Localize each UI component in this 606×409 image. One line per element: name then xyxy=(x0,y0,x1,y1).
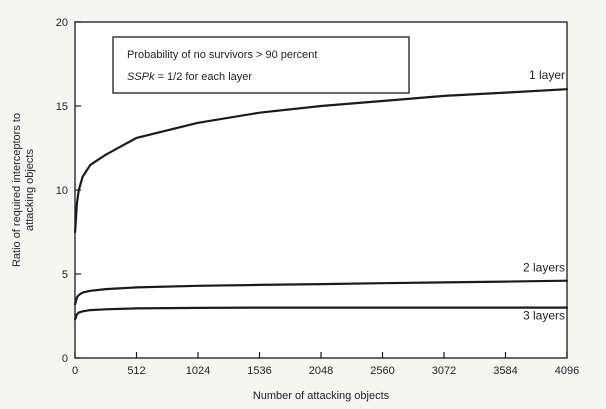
x-tick-label: 2560 xyxy=(370,365,394,377)
y-axis-title-line: Ratio of required interceptors to xyxy=(11,113,23,267)
y-axis-title: Ratio of required interceptors toattacki… xyxy=(11,113,36,267)
series-line xyxy=(73,88,569,234)
x-tick-label: 0 xyxy=(72,365,78,377)
annotation-box: Probability of no survivors > 90 percent… xyxy=(112,36,410,94)
series-label: 2 layers xyxy=(523,261,565,275)
ticks-layer: 0 512 1024 1536 2048 2560 3072 3584 4096 0 5 10 15 20 xyxy=(56,17,579,377)
y-tick-label: 0 xyxy=(62,353,68,365)
x-tick-label: 3584 xyxy=(493,365,517,377)
y-tick-label: 15 xyxy=(56,101,68,113)
series-line xyxy=(73,306,569,321)
x-tick-label: 1536 xyxy=(247,365,271,377)
y-axis-title-line: attacking objects xyxy=(24,149,36,231)
y-tick-label: 20 xyxy=(56,17,68,29)
lines-layer xyxy=(73,88,569,321)
labels-layer: 1 layer 2 layers 3 layers xyxy=(523,68,565,322)
series-label: 1 layer xyxy=(529,68,565,82)
x-tick-label: 4096 xyxy=(555,365,579,377)
annotation-box-frame xyxy=(112,36,410,94)
y-tick-label: 5 xyxy=(62,269,68,281)
x-tick-label: 512 xyxy=(127,365,145,377)
series-label: 3 layers xyxy=(523,309,565,323)
annotation-sspk-rest: = 1/2 for each layer xyxy=(155,71,253,83)
annotation-sspk: SSPk xyxy=(127,71,155,83)
x-axis-title: Number of attacking objects xyxy=(253,390,390,402)
annotation-line-1: Probability of no survivors > 90 percent xyxy=(127,49,317,61)
x-tick-label: 3072 xyxy=(432,365,456,377)
y-tick-label: 10 xyxy=(56,185,68,197)
x-tick-label: 1024 xyxy=(186,365,210,377)
annotation-line-2: SSPk = 1/2 for each layer xyxy=(127,71,252,83)
series-line xyxy=(73,279,569,306)
x-tick-label: 2048 xyxy=(309,365,333,377)
